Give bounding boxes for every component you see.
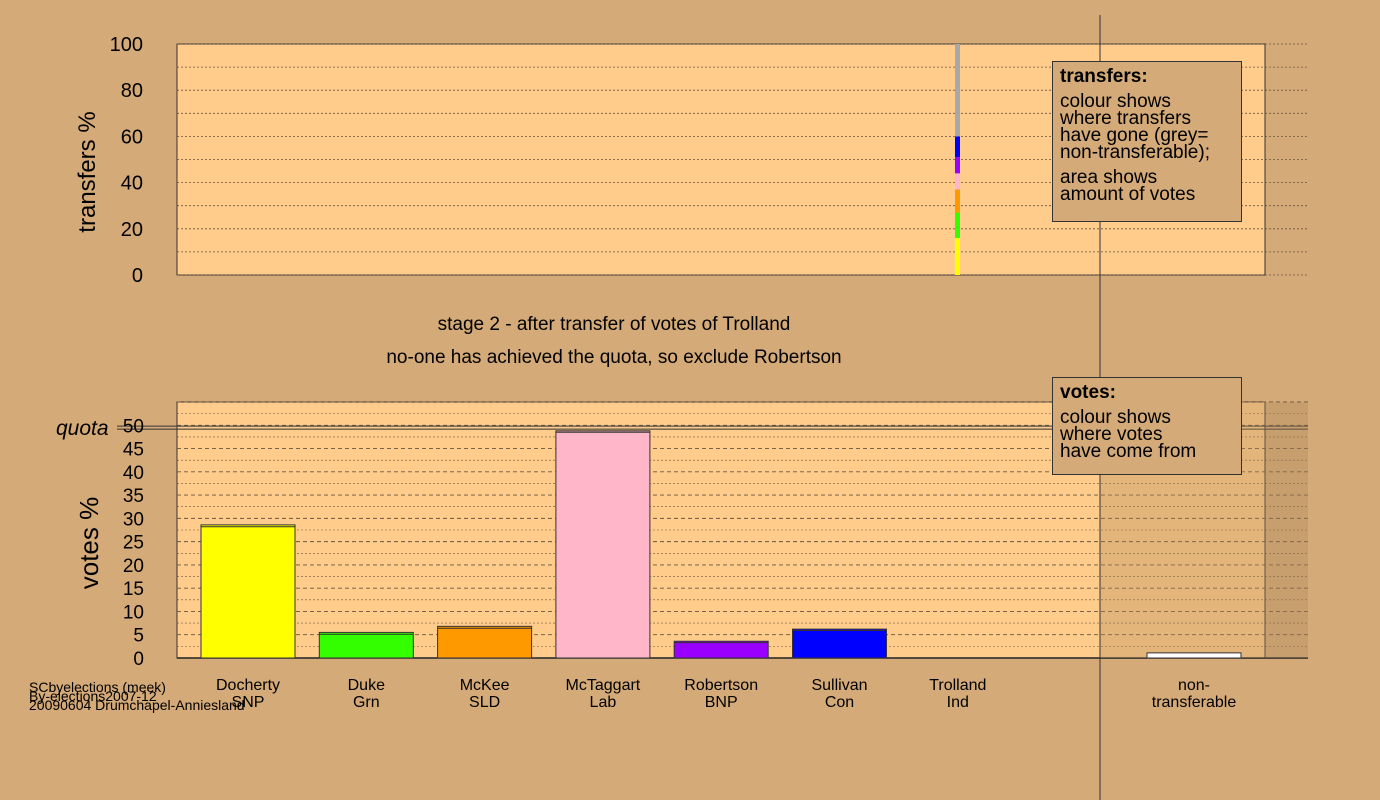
quota-label: quota [56,417,109,440]
vote-bar [792,628,887,659]
votes-legend-title: votes: [1060,382,1116,403]
candidate-party: Grn [353,694,380,711]
votes-legend-line: colour shows [1060,407,1171,428]
transfers-legend-line: colour shows [1060,91,1171,112]
transfers-stack [955,44,960,275]
vote-bar [673,640,769,659]
transfer-segment [955,238,960,275]
votes-tick-label: 30 [123,509,144,530]
votes-tick-label: 5 [133,626,144,647]
transfers-tick-label: 60 [121,126,143,148]
transfers-tick-label: 100 [110,34,143,56]
candidate-name: Trolland [929,677,986,694]
transfer-segment [955,173,960,190]
transfers-tick-label: 20 [121,219,143,241]
transfers-legend-line: non-transferable); [1060,142,1210,163]
votes-legend-line: where votes [1060,424,1163,445]
nontransferable-label: transferable [1152,694,1237,711]
vote-bar [200,524,296,659]
transfers-legend: transfers: colour shows where transfers … [1052,61,1242,222]
transfers-tick-label: 0 [132,265,143,287]
footer-source: SCbyelections (meek) [29,679,166,695]
candidate-name: McTaggart [566,677,641,694]
stage-description: stage 2 - after transfer of votes of Tro… [437,314,791,335]
votes-tick-label: 15 [123,579,144,600]
transfers-legend-line: area shows [1060,167,1158,188]
transfer-segment [955,212,960,239]
candidate-party: BNP [705,694,738,711]
footer-series: By-elections2007-12 [29,688,157,704]
candidate-name: McKee [460,677,510,694]
transfers-y-ticks: 0 20 40 60 80 100 [110,34,143,287]
transfer-segment [955,189,960,213]
transfer-segment [955,136,960,158]
transfers-legend-line: amount of votes [1060,184,1196,205]
votes-legend-line: have come from [1060,441,1197,462]
candidate-party: Con [825,694,854,711]
transfers-legend-title: transfers: [1060,66,1148,87]
candidate-party: SNP [232,694,265,711]
transfers-tick-label: 80 [121,80,143,102]
votes-legend: votes: colour shows where votes have com… [1052,377,1242,475]
candidate-name: Sullivan [811,677,867,694]
stage-decision: no-one has achieved the quota, so exclud… [386,347,842,368]
candidate-name: Docherty [216,677,280,694]
votes-tick-label: 25 [123,533,144,554]
candidate-name: Robertson [684,677,758,694]
candidate-party: Lab [590,694,617,711]
footer-election: 20090604 Drumchapel-Anniesland [29,697,245,713]
candidate-party: Ind [947,694,969,711]
candidate-name: Duke [348,677,385,694]
transfers-tick-label: 40 [121,173,143,195]
votes-tick-label: 50 [123,416,144,437]
transfer-segment [955,157,960,174]
votes-tick-label: 35 [123,486,144,507]
votes-y-axis-label: votes % [74,497,104,590]
votes-tick-label: 0 [133,649,144,670]
transfers-legend-line: have gone (grey= [1060,125,1209,146]
nontransferable-bar [1146,652,1242,659]
votes-tick-label: 10 [123,602,144,623]
vote-bar [318,631,414,659]
candidate-party: SLD [469,694,500,711]
nontransferable-label: non- [1178,677,1210,694]
transfers-y-axis-label: transfers % [74,111,101,232]
votes-bars [200,430,1242,659]
transfers-legend-line: where transfers [1060,108,1191,129]
vote-bar [437,625,533,659]
transfer-segment [955,44,960,137]
transfers-grid [177,43,1308,276]
votes-tick-label: 20 [123,556,144,577]
votes-tick-label: 40 [123,463,144,484]
votes-tick-label: 45 [123,440,144,461]
vote-bar [555,430,651,659]
